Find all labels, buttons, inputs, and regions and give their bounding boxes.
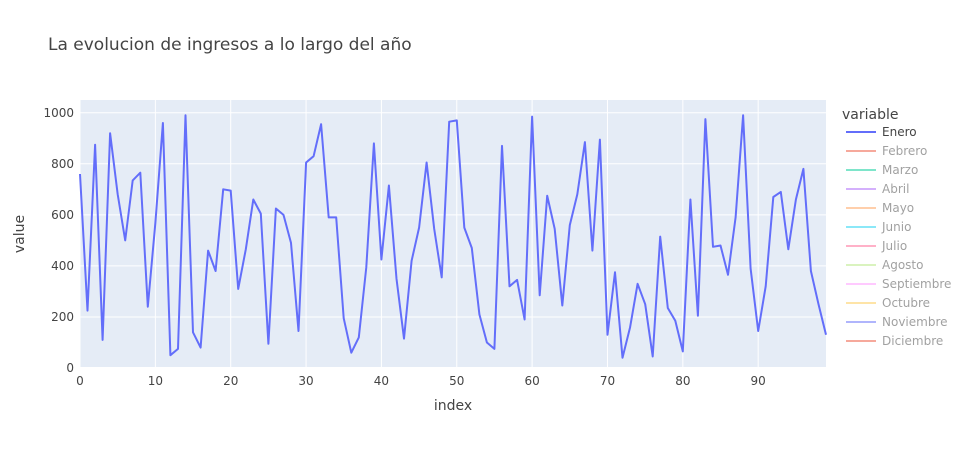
legend-label: Agosto (882, 258, 923, 272)
y-tick-label: 600 (51, 208, 74, 222)
legend-item-mayo[interactable]: Mayo (846, 201, 914, 215)
legend-label: Enero (882, 125, 917, 139)
x-tick-label: 50 (449, 374, 464, 388)
y-tick-label: 400 (51, 259, 74, 273)
legend-label: Noviembre (882, 315, 948, 329)
y-tick-label: 1000 (43, 106, 74, 120)
legend: Enero Febrero Marzo Abril Mayo Junio Julio Agos… (846, 125, 951, 348)
x-tick-label: 30 (298, 374, 313, 388)
legend-label: Diciembre (882, 334, 943, 348)
series-group (79, 114, 827, 359)
x-tick-label: 80 (675, 374, 690, 388)
legend-title: variable (842, 107, 898, 123)
legend-label: Abril (882, 182, 909, 196)
series-line-enero (79, 114, 827, 359)
legend-label: Marzo (882, 163, 918, 177)
legend-item-diciembre[interactable]: Diciembre (846, 334, 943, 348)
legend-item-octubre[interactable]: Octubre (846, 296, 930, 310)
legend-item-septiembre[interactable]: Septiembre (846, 277, 951, 291)
y-tick-label: 0 (66, 361, 74, 375)
legend-label: Febrero (882, 144, 927, 158)
legend-item-junio[interactable]: Junio (846, 220, 911, 234)
x-tick-label: 10 (148, 374, 163, 388)
legend-label: Mayo (882, 201, 914, 215)
legend-item-enero[interactable]: Enero (846, 125, 917, 139)
legend-item-abril[interactable]: Abril (846, 182, 909, 196)
x-tick-label: 20 (223, 374, 238, 388)
legend-item-marzo[interactable]: Marzo (846, 163, 918, 177)
legend-item-noviembre[interactable]: Noviembre (846, 315, 948, 329)
y-tick-label: 200 (51, 310, 74, 324)
legend-item-julio[interactable]: Julio (846, 239, 907, 253)
legend-item-febrero[interactable]: Febrero (846, 144, 927, 158)
legend-item-agosto[interactable]: Agosto (846, 258, 923, 272)
grid-lines (79, 100, 826, 369)
legend-label: Octubre (882, 296, 930, 310)
x-tick-label: 40 (374, 374, 389, 388)
x-axis-title: index (434, 398, 472, 414)
y-axis-title: value (12, 215, 28, 253)
x-tick-label: 70 (600, 374, 615, 388)
chart-title: La evolucion de ingresos a lo largo del … (48, 35, 412, 55)
x-tick-label: 0 (76, 374, 84, 388)
legend-label: Septiembre (882, 277, 951, 291)
legend-label: Julio (881, 239, 907, 253)
x-tick-label: 60 (524, 374, 539, 388)
y-tick-label: 800 (51, 157, 74, 171)
x-tick-label: 90 (751, 374, 766, 388)
x-axis-ticks: 0 10 20 30 40 50 60 70 80 90 (76, 374, 766, 388)
y-axis-ticks: 0 200 400 600 800 1000 (43, 106, 74, 375)
legend-label: Junio (881, 220, 911, 234)
